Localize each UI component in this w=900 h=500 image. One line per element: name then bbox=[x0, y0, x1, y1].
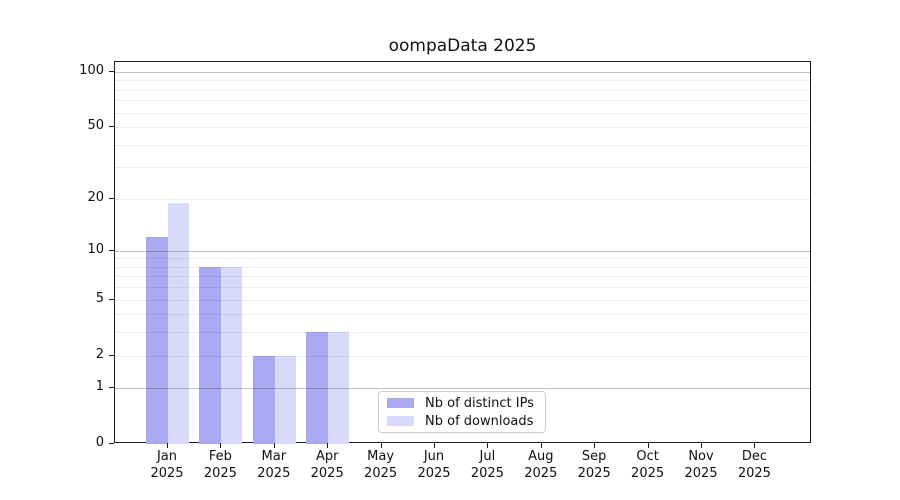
legend-label-distinct-ips: Nb of distinct IPs bbox=[425, 395, 534, 411]
gridline-3 bbox=[115, 332, 810, 334]
x-tick-mark-sep bbox=[594, 443, 596, 448]
y-tick-mark-50 bbox=[109, 126, 114, 128]
gridline-80 bbox=[115, 89, 810, 91]
x-tick-mark-dec bbox=[754, 443, 756, 448]
gridline-2 bbox=[115, 355, 810, 357]
y-tick-label-10: 10 bbox=[87, 241, 104, 257]
x-tick-mark-may bbox=[380, 443, 382, 448]
x-tick-label-aug: Aug 2025 bbox=[524, 449, 558, 481]
chart-title: oompaData 2025 bbox=[388, 36, 537, 56]
x-tick-label-sep: Sep 2025 bbox=[577, 449, 611, 481]
x-tick-label-oct: Oct 2025 bbox=[631, 449, 665, 481]
bars-layer bbox=[115, 62, 810, 444]
y-tick-label-100: 100 bbox=[79, 63, 104, 78]
x-tick-mark-jul bbox=[487, 443, 489, 448]
x-tick-label-may: May 2025 bbox=[364, 449, 398, 481]
x-tick-mark-oct bbox=[647, 443, 649, 448]
bar-downloads-jan bbox=[168, 202, 189, 444]
gridline-90 bbox=[115, 80, 810, 82]
legend-item-downloads: Nb of downloads bbox=[379, 414, 545, 429]
y-tick-mark-100 bbox=[109, 71, 114, 72]
plot-area bbox=[114, 61, 811, 444]
x-tick-label-jan: Jan 2025 bbox=[150, 449, 184, 481]
gridline-50 bbox=[115, 127, 810, 129]
gridline-9 bbox=[115, 258, 810, 260]
y-tick-label-1: 1 bbox=[95, 379, 104, 395]
bar-distinct-ips-apr bbox=[306, 332, 329, 444]
y-tick-mark-1 bbox=[109, 387, 114, 389]
y-tick-label-50: 50 bbox=[87, 118, 104, 134]
gridline-100 bbox=[115, 72, 810, 73]
gridline-1 bbox=[115, 388, 810, 390]
bar-downloads-mar bbox=[274, 355, 296, 444]
bar-distinct-ips-jan bbox=[146, 237, 168, 444]
gridline-4 bbox=[115, 314, 810, 316]
legend-swatch-downloads bbox=[387, 416, 414, 426]
gridline-7 bbox=[115, 276, 810, 278]
gridline-20 bbox=[115, 198, 810, 200]
gridline-8 bbox=[115, 266, 810, 268]
gridline-10 bbox=[115, 250, 810, 252]
legend: Nb of distinct IPs Nb of downloads bbox=[378, 391, 546, 433]
x-tick-mark-jun bbox=[434, 443, 435, 448]
x-tick-mark-nov bbox=[701, 443, 702, 448]
x-tick-label-nov: Nov 2025 bbox=[684, 449, 718, 481]
x-tick-label-mar: Mar 2025 bbox=[257, 449, 291, 481]
x-tick-mark-feb bbox=[220, 443, 222, 448]
x-tick-mark-apr bbox=[327, 443, 329, 448]
x-tick-mark-aug bbox=[540, 443, 542, 448]
legend-item-distinct-ips: Nb of distinct IPs bbox=[379, 396, 545, 411]
y-tick-label-0: 0 bbox=[95, 435, 104, 450]
y-tick-mark-2 bbox=[109, 354, 114, 356]
x-tick-label-feb: Feb 2025 bbox=[203, 449, 237, 481]
y-tick-mark-20 bbox=[109, 197, 114, 199]
y-tick-mark-5 bbox=[109, 298, 114, 300]
legend-label-downloads: Nb of downloads bbox=[425, 413, 534, 429]
bar-distinct-ips-mar bbox=[252, 355, 275, 444]
y-tick-label-2: 2 bbox=[95, 346, 104, 362]
y-tick-mark-0 bbox=[109, 443, 114, 444]
bar-downloads-feb bbox=[221, 266, 243, 444]
y-tick-label-20: 20 bbox=[87, 189, 104, 205]
y-tick-mark-10 bbox=[109, 249, 114, 251]
gridline-70 bbox=[115, 100, 810, 102]
x-tick-label-apr: Apr 2025 bbox=[310, 449, 344, 481]
gridline-40 bbox=[115, 144, 810, 146]
grid-layer bbox=[115, 62, 810, 442]
bar-distinct-ips-feb bbox=[199, 266, 222, 444]
x-tick-label-dec: Dec 2025 bbox=[737, 449, 771, 481]
gridline-5 bbox=[115, 299, 810, 301]
gridline-30 bbox=[115, 167, 810, 169]
bar-downloads-apr bbox=[328, 332, 350, 444]
x-tick-label-jul: Jul 2025 bbox=[470, 449, 504, 481]
x-tick-mark-jan bbox=[167, 443, 168, 448]
y-tick-label-5: 5 bbox=[95, 290, 104, 306]
x-tick-label-jun: Jun 2025 bbox=[417, 449, 451, 481]
gridline-6 bbox=[115, 287, 810, 289]
gridline-60 bbox=[115, 112, 810, 114]
legend-swatch-distinct-ips bbox=[387, 398, 414, 408]
x-tick-mark-mar bbox=[273, 443, 275, 448]
